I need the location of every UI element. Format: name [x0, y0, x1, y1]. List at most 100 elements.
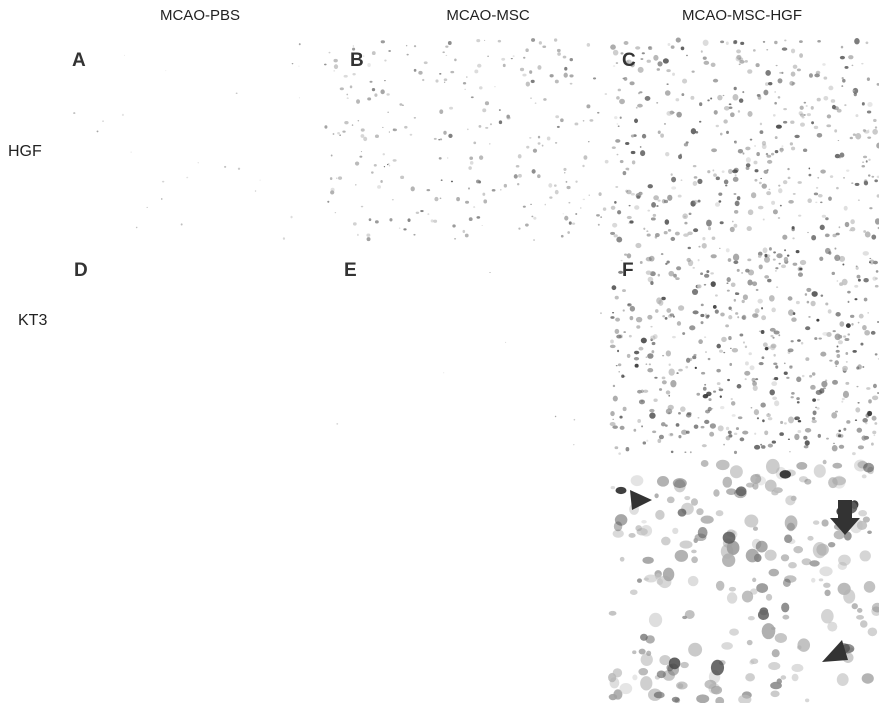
speckle [835, 312, 840, 317]
speckle [792, 226, 795, 229]
speckle [630, 316, 634, 320]
speckle [614, 116, 617, 119]
speckle [809, 73, 813, 78]
speckle [764, 430, 768, 435]
speckle [850, 219, 855, 224]
speckle [787, 255, 790, 257]
speckle [820, 225, 825, 230]
speckle [124, 55, 125, 56]
speckle [711, 660, 724, 676]
speckle [782, 235, 787, 240]
speckle [484, 40, 485, 41]
speckle [703, 56, 707, 59]
speckle [669, 364, 671, 366]
speckle [781, 145, 783, 147]
speckle [615, 318, 620, 322]
speckle [574, 122, 578, 125]
speckle [525, 48, 528, 52]
speckle [329, 52, 331, 54]
speckle [838, 140, 840, 141]
speckle [406, 45, 407, 47]
speckle [798, 215, 801, 217]
speckle [862, 474, 867, 478]
speckle [617, 210, 621, 214]
speckle [745, 345, 747, 348]
speckle [696, 508, 703, 515]
speckle [663, 568, 674, 582]
speckle [641, 520, 647, 524]
speckle [723, 477, 733, 488]
speckle [555, 115, 559, 118]
speckle [854, 38, 860, 44]
speckle [529, 70, 532, 74]
speckle [712, 169, 714, 171]
speckle [494, 86, 495, 87]
speckle [840, 153, 845, 158]
speckle [761, 315, 766, 320]
speckle [781, 72, 783, 74]
speckle [586, 104, 590, 108]
speckle [678, 412, 681, 415]
speckle [856, 386, 858, 387]
speckle [747, 258, 751, 261]
speckle [789, 451, 791, 452]
speckle [387, 111, 389, 113]
speckle [716, 369, 720, 373]
speckle [653, 398, 657, 401]
speckle [339, 135, 341, 136]
speckle [181, 223, 183, 225]
speckle [859, 314, 864, 319]
speckle [661, 297, 666, 300]
speckle [788, 562, 797, 568]
speckle [838, 434, 841, 437]
speckle [632, 160, 635, 164]
speckle [689, 213, 692, 215]
speckle [863, 463, 874, 473]
speckle [574, 419, 576, 421]
speckle [97, 131, 99, 133]
speckle [369, 218, 372, 221]
speckle [665, 152, 669, 156]
speckle [867, 102, 872, 107]
speckle [739, 98, 743, 103]
speckle [375, 134, 379, 138]
panel-letter: A [72, 50, 86, 71]
speckle [728, 169, 733, 174]
speckle [685, 366, 688, 369]
speckle [701, 516, 714, 524]
speckle [615, 329, 620, 334]
speckle [505, 342, 506, 343]
column-header: MCAO-MSC [446, 7, 529, 24]
speckle [563, 168, 566, 171]
speckle [713, 489, 719, 497]
speckle [805, 357, 809, 361]
speckle [774, 400, 779, 406]
speckle [642, 52, 645, 54]
speckle [616, 237, 622, 243]
speckle [749, 660, 754, 665]
speckle [659, 435, 664, 440]
speckle [675, 277, 679, 280]
speckle [698, 527, 708, 538]
speckle [846, 169, 849, 171]
speckle [610, 411, 614, 416]
speckle [657, 439, 661, 443]
speckle [648, 184, 653, 188]
speckle [840, 56, 845, 59]
speckle [812, 291, 818, 297]
speckle [728, 306, 731, 309]
speckle [832, 380, 838, 385]
speckle [611, 206, 616, 210]
speckle [513, 55, 515, 57]
speckle [454, 238, 456, 240]
speckle [620, 117, 622, 119]
speckle [637, 419, 641, 423]
speckle [778, 185, 780, 187]
speckle [835, 154, 840, 158]
speckle [568, 202, 570, 204]
speckle [839, 445, 844, 449]
speckle [817, 177, 819, 179]
speckle [810, 385, 816, 390]
speckle [654, 493, 658, 498]
speckle [742, 300, 745, 303]
